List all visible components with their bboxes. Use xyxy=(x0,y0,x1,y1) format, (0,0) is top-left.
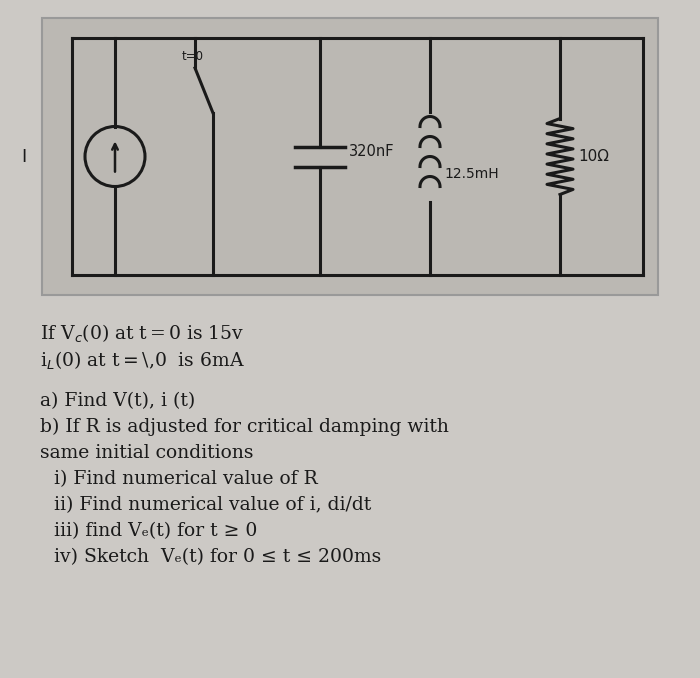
Text: b) If R is adjusted for critical damping with: b) If R is adjusted for critical damping… xyxy=(40,418,449,436)
Text: If V$_c$(0) at t$\,$=$\,$0 is 15v: If V$_c$(0) at t$\,$=$\,$0 is 15v xyxy=(40,323,244,345)
Text: 10Ω: 10Ω xyxy=(578,149,609,164)
Text: iii) find Vₑ(t) for t ≥ 0: iii) find Vₑ(t) for t ≥ 0 xyxy=(54,522,258,540)
Bar xyxy=(42,18,658,295)
Text: 12.5mH: 12.5mH xyxy=(444,167,498,182)
Text: i$_L$(0) at t$=$\,0  is 6mA: i$_L$(0) at t$=$\,0 is 6mA xyxy=(40,350,245,372)
Text: t=0: t=0 xyxy=(182,50,204,63)
Text: I: I xyxy=(22,148,27,165)
Text: i) Find numerical value of R: i) Find numerical value of R xyxy=(54,470,318,488)
Text: 320nF: 320nF xyxy=(349,144,395,159)
Text: same initial conditions: same initial conditions xyxy=(40,444,253,462)
Text: a) Find V(t), i (t): a) Find V(t), i (t) xyxy=(40,392,195,410)
Text: ii) Find numerical value of i, di/dt: ii) Find numerical value of i, di/dt xyxy=(54,496,371,514)
Text: iv) Sketch  Vₑ(t) for 0 ≤ t ≤ 200ms: iv) Sketch Vₑ(t) for 0 ≤ t ≤ 200ms xyxy=(54,548,382,566)
